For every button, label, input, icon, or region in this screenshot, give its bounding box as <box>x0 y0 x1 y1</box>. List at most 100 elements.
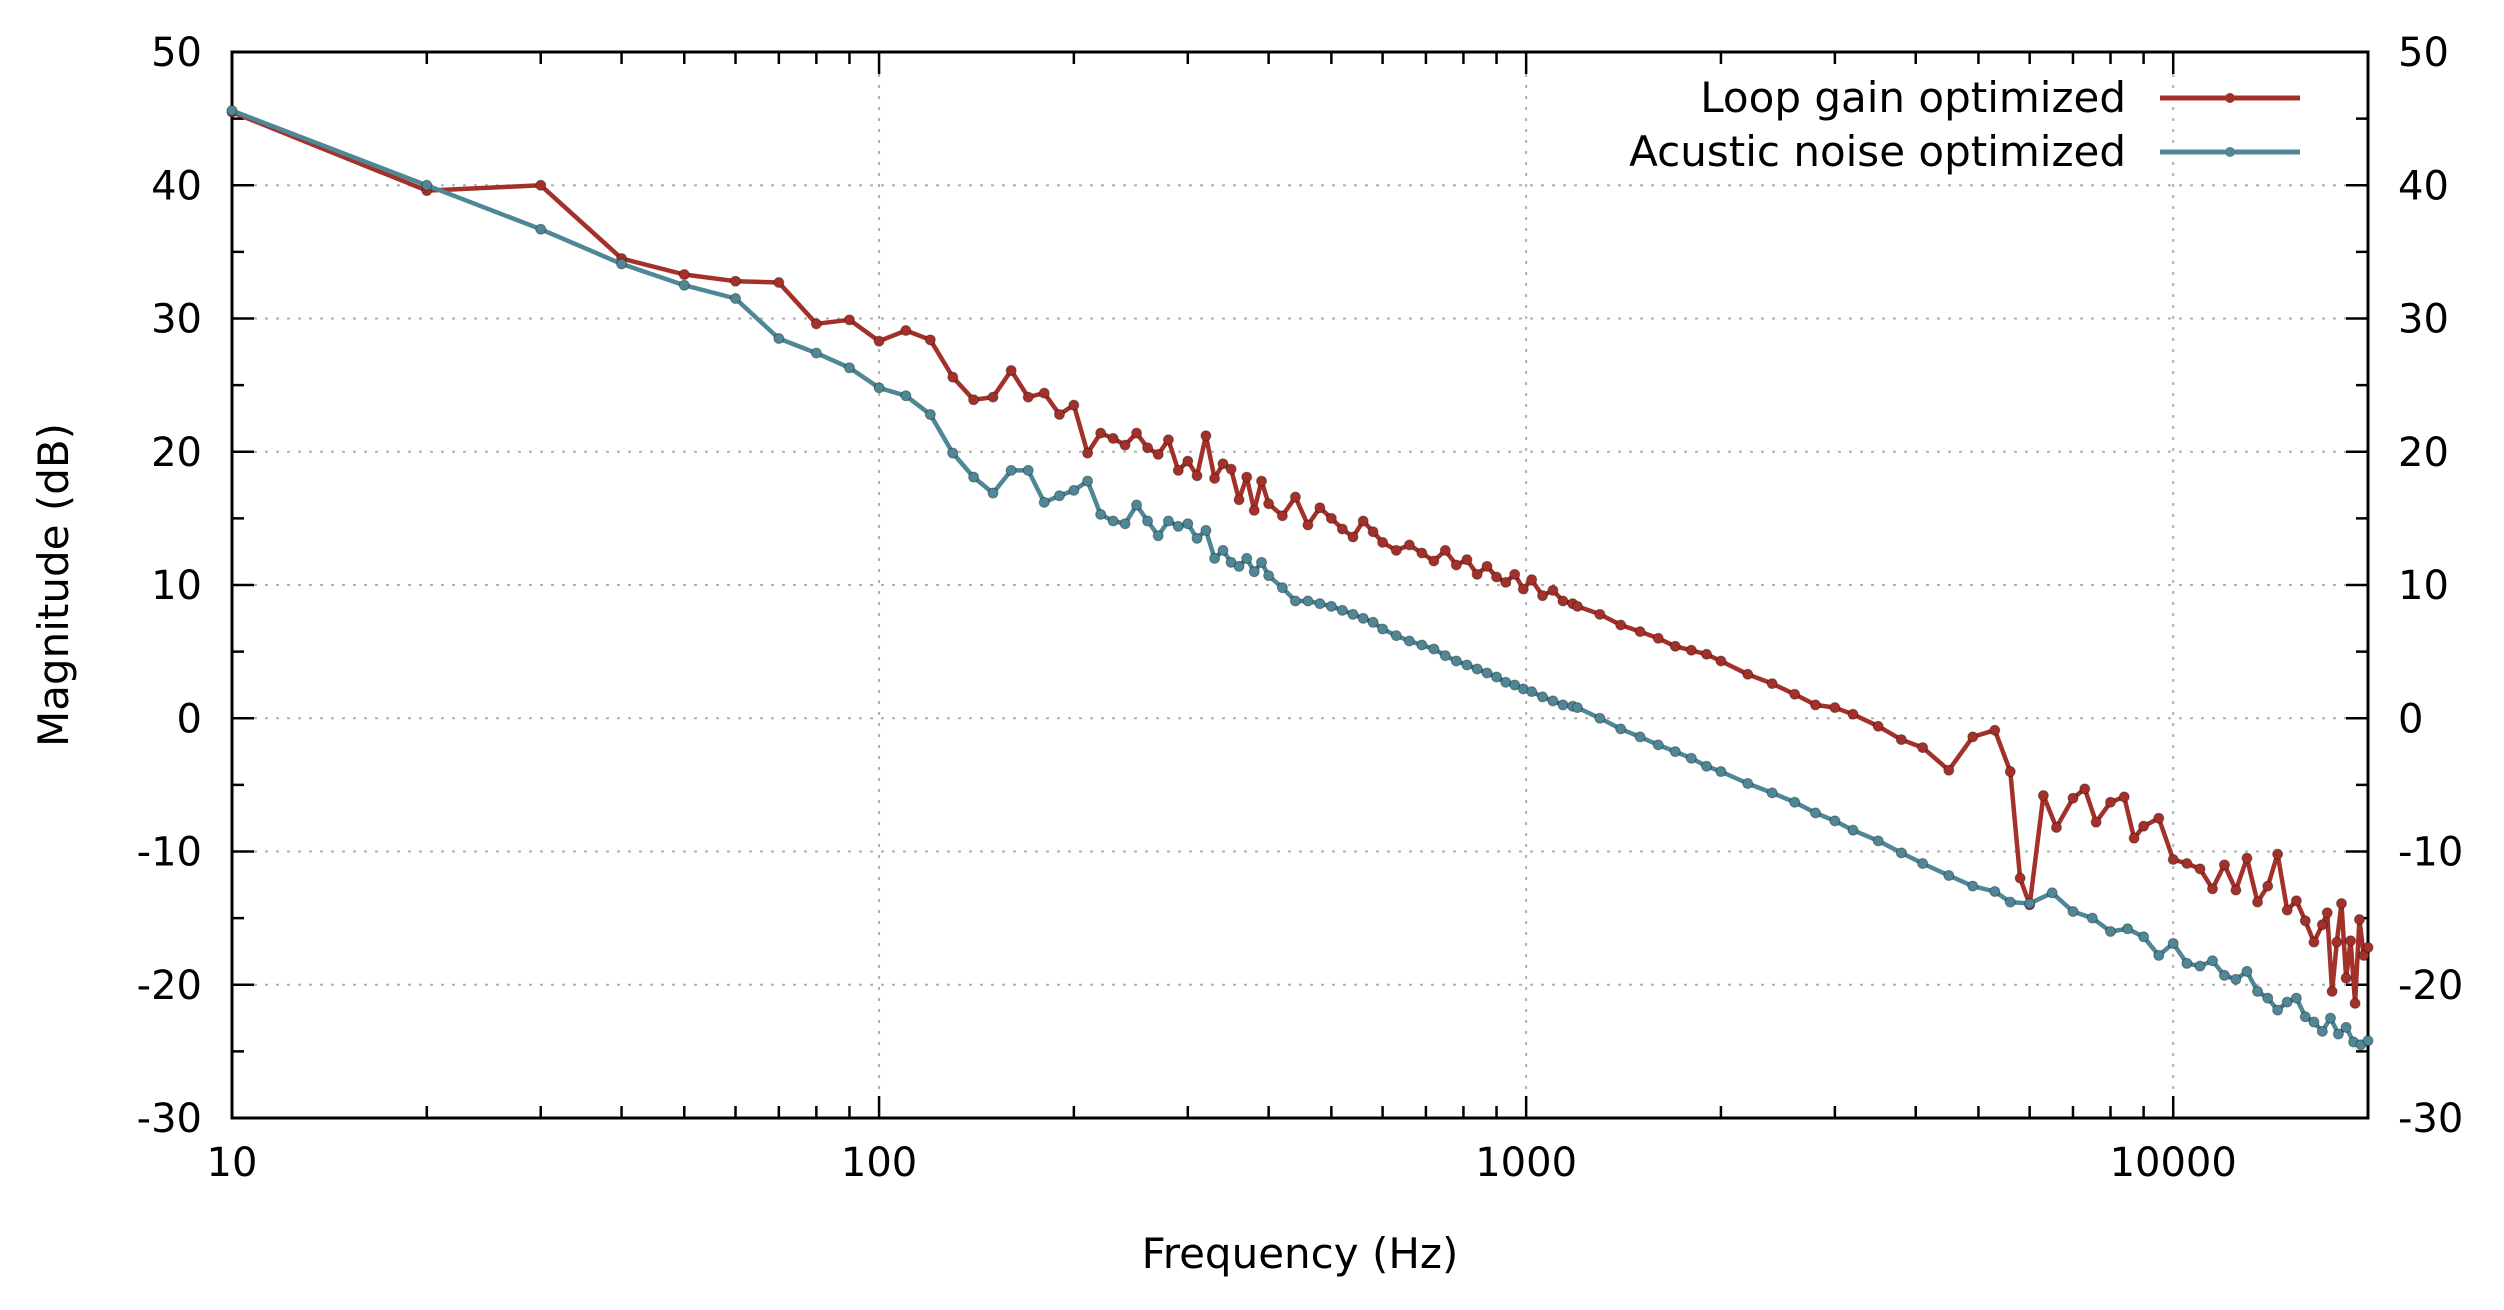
data-point <box>1302 519 1314 531</box>
data-point <box>1481 560 1493 572</box>
data-point <box>2262 880 2274 892</box>
data-point <box>2299 915 2311 927</box>
data-point <box>2090 816 2102 828</box>
data-point <box>1428 555 1440 567</box>
data-point <box>1390 544 1402 556</box>
data-point <box>2332 1028 2344 1040</box>
data-point <box>1967 880 1979 892</box>
data-point <box>1263 570 1275 582</box>
data-point <box>2024 897 2036 909</box>
data-point <box>1829 815 1841 827</box>
data-point <box>2105 796 2117 808</box>
data-point <box>1615 723 1627 735</box>
data-point <box>1377 623 1389 635</box>
y-tick-label: 50 <box>151 30 202 76</box>
series-line <box>231 109 2370 1006</box>
data-point <box>1685 644 1697 656</box>
data-point <box>1615 619 1627 631</box>
data-point <box>873 335 885 347</box>
data-point <box>1357 515 1369 527</box>
data-point <box>2067 792 2079 804</box>
data-point <box>2206 955 2218 967</box>
data-point <box>1461 659 1473 671</box>
data-point <box>1263 498 1275 510</box>
data-point <box>1571 600 1583 612</box>
data-point <box>924 408 936 420</box>
data-point <box>1416 547 1428 559</box>
data-point <box>2340 972 2352 984</box>
data-point <box>535 223 547 235</box>
data-point <box>1634 626 1646 638</box>
data-point <box>1526 574 1538 586</box>
data-point <box>1809 807 1821 819</box>
data-point <box>2079 783 2091 795</box>
data-point <box>2241 965 2253 977</box>
data-point <box>226 105 238 117</box>
y-tick-label: 40 <box>151 163 202 209</box>
y-tick-label: 20 <box>151 430 202 476</box>
data-point <box>2349 997 2361 1009</box>
data-point <box>1652 632 1664 644</box>
data-point <box>2037 790 2049 802</box>
data-point <box>1509 679 1521 691</box>
x-axis-title: Frequency (Hz) <box>1142 1229 1459 1278</box>
data-point <box>924 334 936 346</box>
data-point <box>2308 936 2320 948</box>
data-point <box>2118 791 2130 803</box>
data-point <box>2181 857 2193 869</box>
data-point <box>1325 512 1337 524</box>
data-point <box>2262 992 2274 1004</box>
y-tick-label: -10 <box>137 830 202 876</box>
data-point <box>1131 499 1143 511</box>
data-point <box>1989 885 2001 897</box>
y2-tick-label: 50 <box>2398 30 2449 76</box>
data-point <box>843 314 855 326</box>
data-point <box>1917 742 1929 754</box>
data-point <box>1325 600 1337 612</box>
data-point <box>773 332 785 344</box>
data-point <box>2067 905 2079 917</box>
x-tick-label: 10000 <box>2110 1140 2237 1186</box>
data-point <box>810 318 822 330</box>
data-point <box>2122 923 2134 935</box>
data-point <box>1766 787 1778 799</box>
series-group <box>226 105 2374 1051</box>
data-point <box>2324 1012 2336 1024</box>
data-point <box>1537 691 1549 703</box>
data-point <box>1715 655 1727 667</box>
data-point <box>1053 408 1065 420</box>
legend-marker <box>2225 93 2235 103</box>
data-point <box>1082 475 1094 487</box>
data-point <box>1241 471 1253 483</box>
data-point <box>1256 475 1268 487</box>
data-point <box>1107 432 1119 444</box>
y-tick-label: -20 <box>137 963 202 1009</box>
y2-tick-label: 10 <box>2398 563 2449 609</box>
data-point <box>2290 895 2302 907</box>
data-point <box>1038 496 1050 508</box>
legend: Loop gain optimized Acustic noise optimiz… <box>1629 73 2300 176</box>
data-point <box>1500 576 1512 588</box>
data-point <box>730 275 742 287</box>
data-point <box>1491 671 1503 683</box>
data-point <box>1742 668 1754 680</box>
y-tick-label: -30 <box>137 1096 202 1142</box>
data-point <box>1594 608 1606 620</box>
data-point <box>2194 960 2206 972</box>
data-point <box>1439 544 1451 556</box>
data-point <box>1005 464 1017 476</box>
data-point <box>1289 491 1301 503</box>
data-point <box>987 391 999 403</box>
data-point <box>1233 560 1245 572</box>
data-point <box>1847 824 1859 836</box>
data-point <box>1895 734 1907 746</box>
data-point <box>1022 391 1034 403</box>
data-point <box>1571 702 1583 714</box>
data-point <box>1182 518 1194 530</box>
data-point <box>873 382 885 394</box>
data-point <box>1357 612 1369 624</box>
data-point <box>773 277 785 289</box>
data-point <box>1022 464 1034 476</box>
data-point <box>1634 731 1646 743</box>
data-point <box>1471 663 1483 675</box>
